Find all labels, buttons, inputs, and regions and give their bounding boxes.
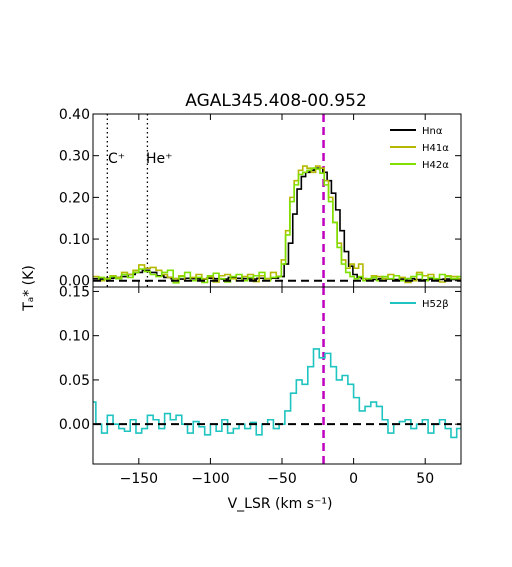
xtick-label: −50: [267, 471, 297, 487]
bottom-y-axis: 0.00 0.05 0.10 0.15: [59, 284, 461, 433]
xtick-label: −100: [191, 471, 229, 487]
legend-top: Hnα H41α H42α: [390, 126, 449, 171]
top-panel-frame: [92, 113, 462, 288]
x-axis-label: V_LSR (km s⁻¹): [228, 496, 333, 512]
series-line-0-1: [93, 165, 461, 284]
xtick-label: −150: [120, 471, 158, 487]
top-panel: [93, 114, 461, 287]
xtick-label: 50: [416, 471, 434, 487]
annotation-he-plus: He⁺: [146, 151, 173, 167]
legend-label: H41α: [422, 143, 449, 154]
xtick-label: 0: [349, 471, 358, 487]
chart-title: AGAL345.408-00.952: [185, 91, 367, 111]
x-axis: −150 −100 −50 0 50: [120, 114, 434, 487]
bottom-panel: [93, 287, 461, 464]
ytick-label: 0.00: [59, 274, 90, 290]
series-line-0-2: [93, 167, 461, 284]
ytick-label: 0.00: [59, 417, 90, 433]
y-axis-label: Tₐ* (K): [21, 265, 37, 312]
bottom-panel-frame: [92, 286, 462, 465]
ytick-label: 0.10: [59, 232, 90, 248]
top-y-axis: 0.00 0.10 0.20 0.30 0.40: [59, 107, 461, 290]
series-line-0-0: [93, 167, 461, 281]
annotation-c-plus: C⁺: [108, 151, 125, 167]
legend-bottom: H52β: [390, 299, 449, 310]
series-line-1-0: [93, 348, 461, 439]
ytick-label: 0.40: [59, 107, 90, 123]
ytick-label: 0.30: [59, 149, 90, 165]
ytick-label: 0.10: [59, 329, 90, 345]
legend-label: H42α: [422, 160, 449, 171]
ytick-label: 0.15: [59, 284, 90, 300]
legend-label: H52β: [422, 299, 449, 310]
ytick-label: 0.20: [59, 190, 90, 206]
legend-label: Hnα: [422, 126, 443, 137]
ytick-label: 0.05: [59, 373, 90, 389]
